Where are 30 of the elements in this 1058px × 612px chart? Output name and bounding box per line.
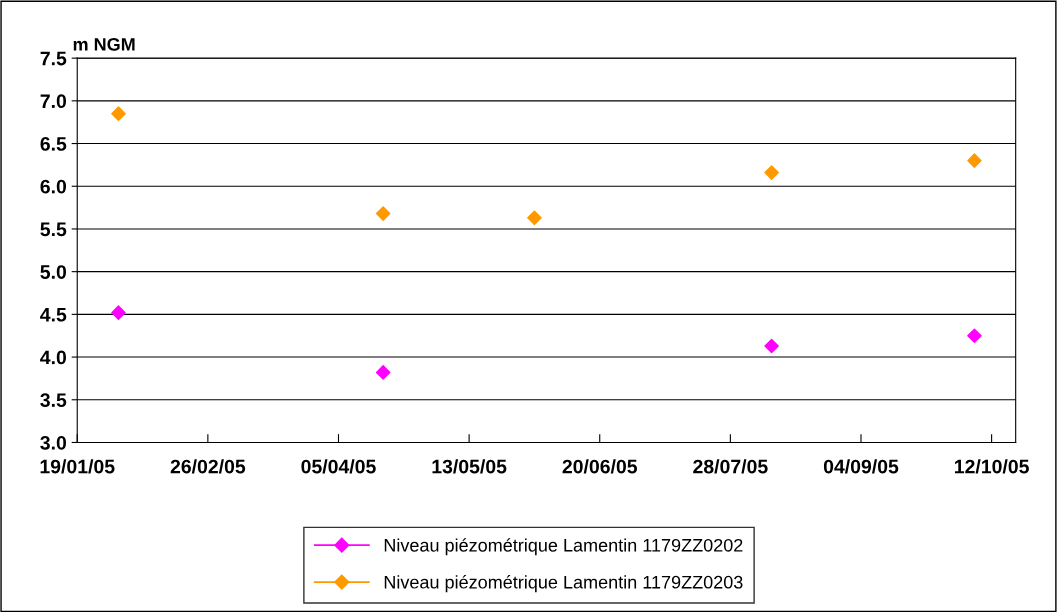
point <box>111 305 126 320</box>
y-tick-label: 5.0 <box>40 265 67 279</box>
x-tick-label: 05/04/05 <box>301 459 376 474</box>
y-tick-label: 5.5 <box>40 222 67 237</box>
y-tick-label: 6.5 <box>40 137 67 151</box>
x-tick-label: 26/02/05 <box>170 459 246 474</box>
point <box>967 328 982 343</box>
point <box>375 206 391 221</box>
x-tick-label: 13/05/05 <box>432 459 507 474</box>
point <box>375 365 391 380</box>
point <box>764 338 779 354</box>
legend-label: Niveau piézométrique Lamentin 1179ZZ0202 <box>384 538 743 556</box>
legend-label: Niveau piézométrique Lamentin 1179ZZ0203 <box>384 575 743 593</box>
y-tick-label: 3.0 <box>40 435 67 450</box>
y-axis-title: m NGM <box>73 37 135 51</box>
point <box>527 210 542 226</box>
x-tick-label: 12/10/05 <box>955 459 1029 474</box>
x-tick-label: 04/09/05 <box>823 459 899 474</box>
y-tick-label: 6.0 <box>40 179 67 194</box>
x-tick-label: 28/07/05 <box>693 459 768 474</box>
point <box>111 106 126 121</box>
x-tick-label: 19/01/05 <box>40 459 115 474</box>
y-tick-label: 3.5 <box>40 393 67 408</box>
point <box>967 153 982 168</box>
y-tick-label: 4.5 <box>40 308 67 322</box>
y-tick-label: 7.0 <box>40 94 67 109</box>
y-tick-label: 7.5 <box>40 51 67 66</box>
x-tick-label: 20/06/05 <box>562 459 638 474</box>
point <box>764 165 779 180</box>
y-tick-label: 4.0 <box>40 350 67 365</box>
